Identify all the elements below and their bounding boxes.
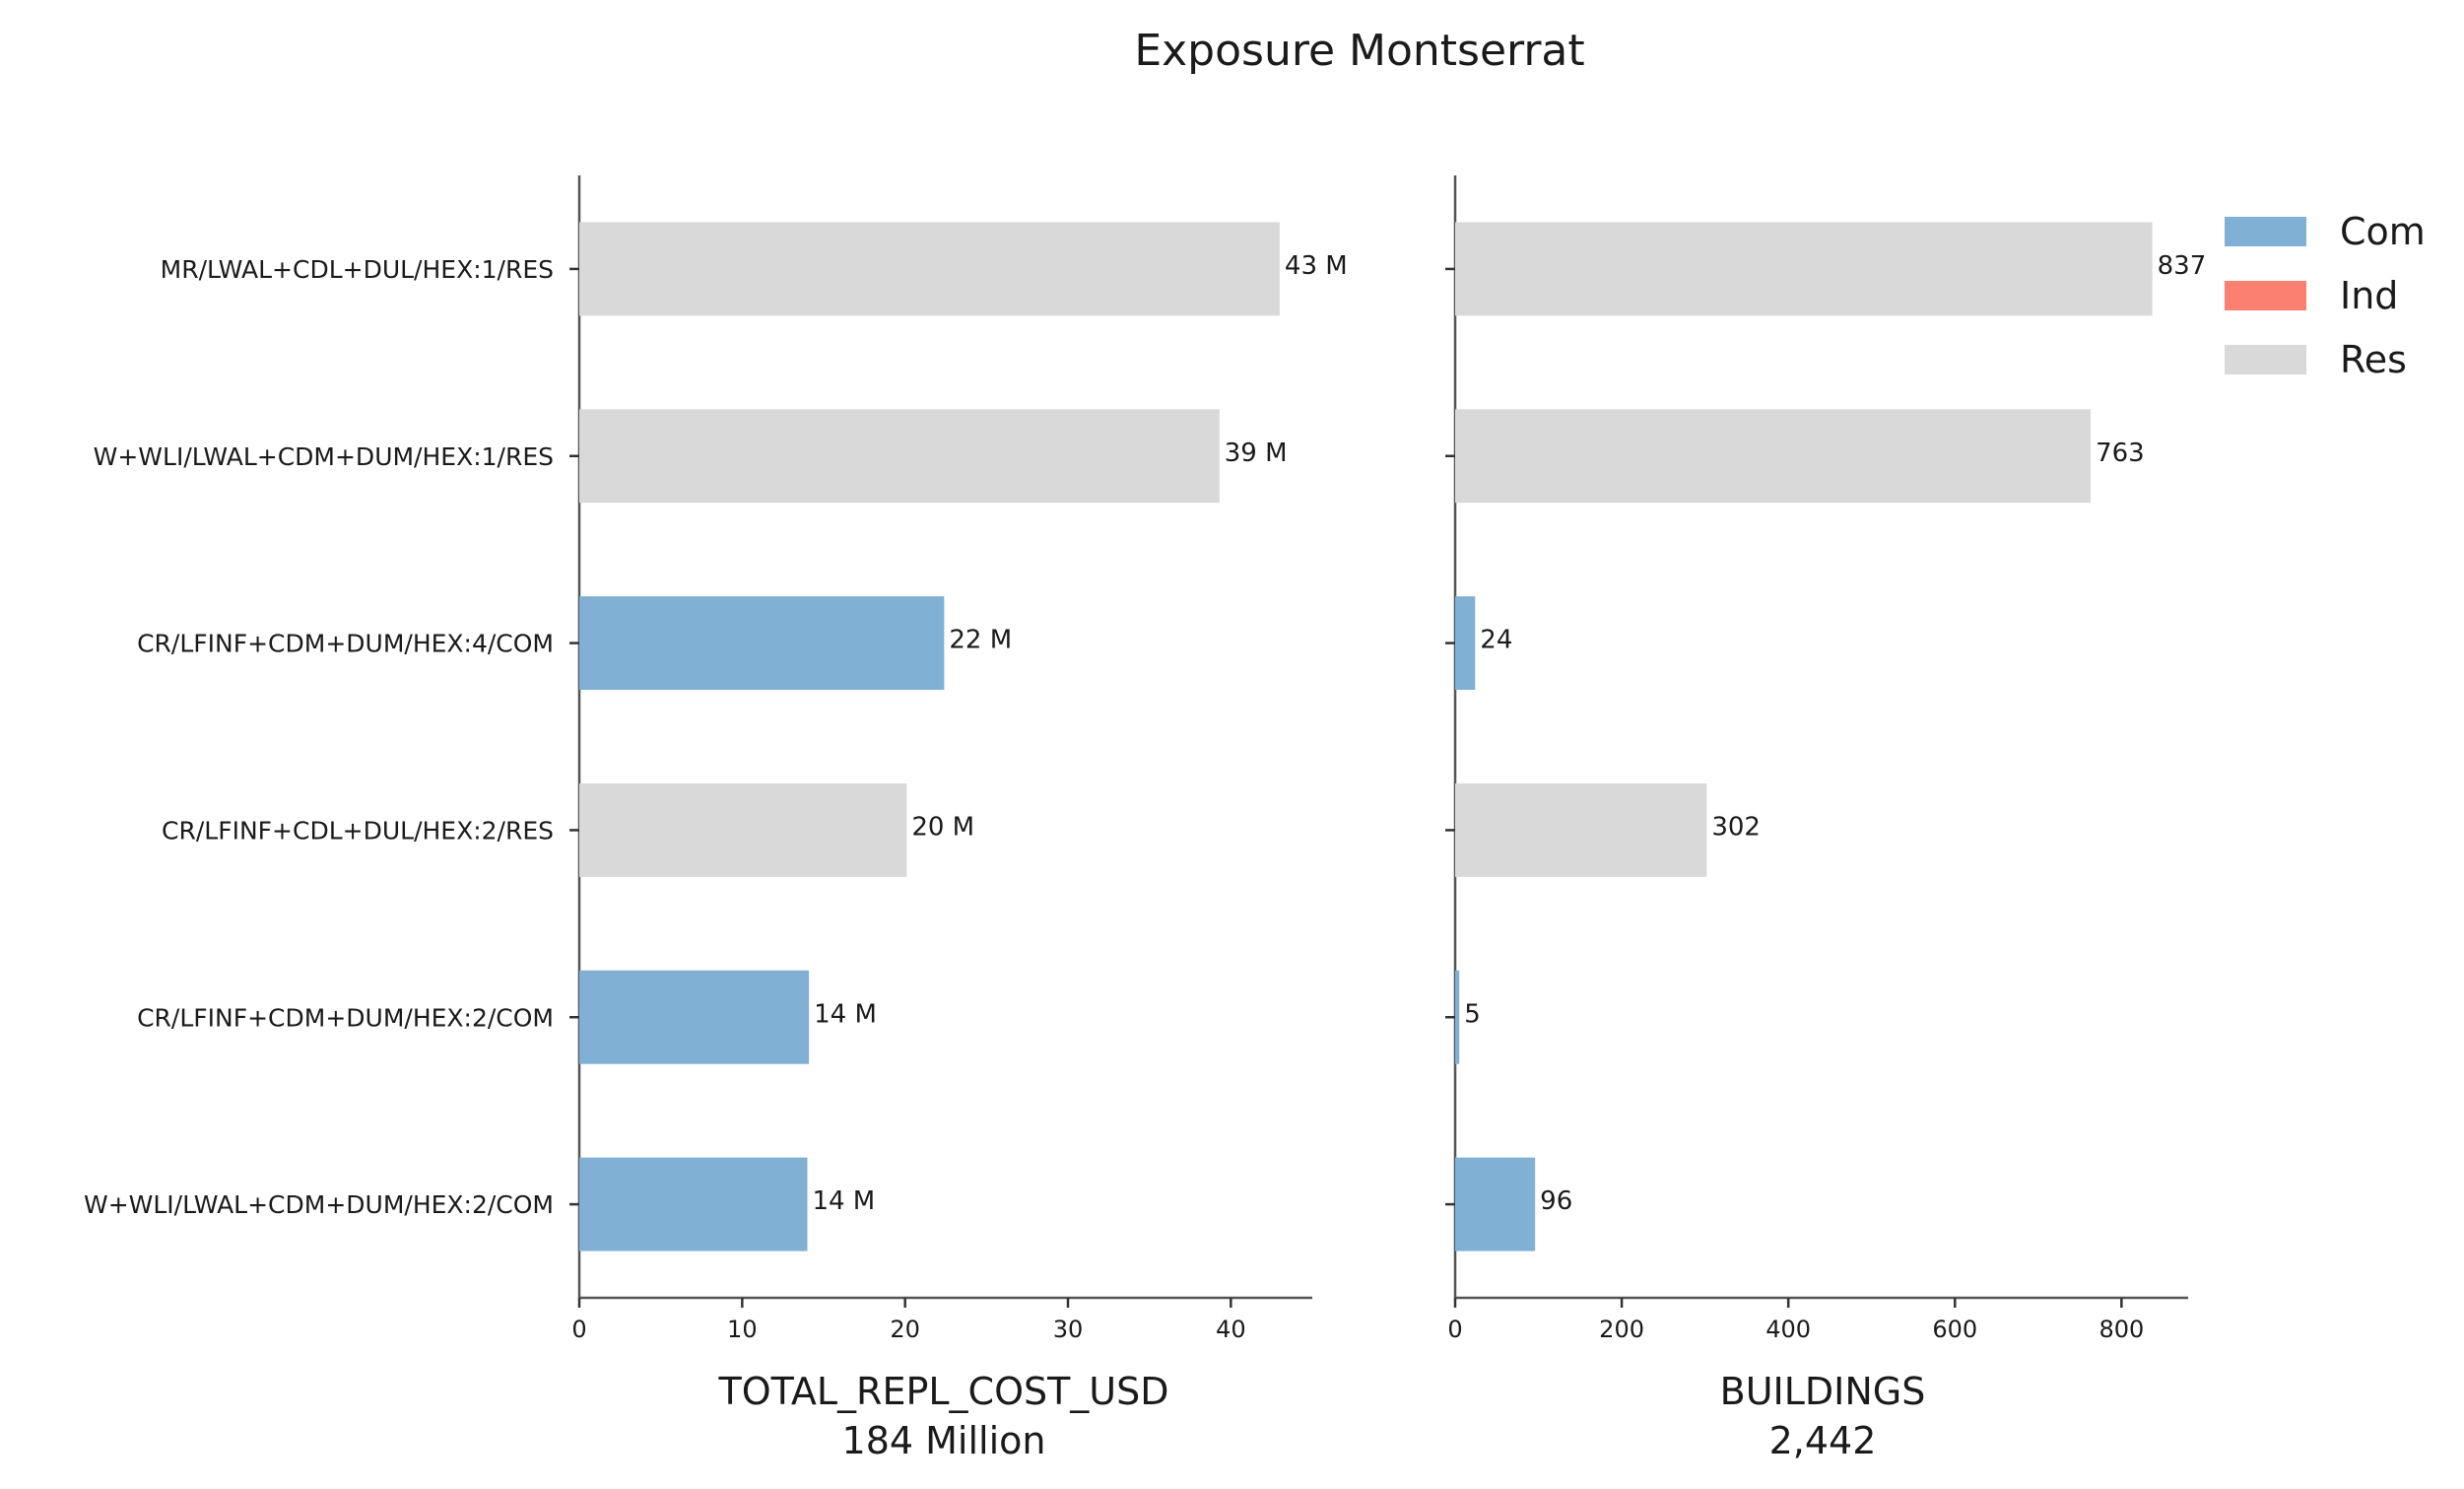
panel-1-bar-label: 763 (2096, 439, 2145, 468)
panel-0-bar-label: 22 M (949, 626, 1012, 655)
panel-1-bar-cr-lfinf-cdm-dum-hex-2-com (1455, 970, 1460, 1064)
panel-0-xtick-label: 20 (890, 1316, 920, 1343)
panel-0-bar-cr-lfinf-cdm-dum-hex-4-com (579, 596, 945, 691)
panel-0-bar-mr-lwal-cdl-dul-hex-1-res (579, 222, 1280, 316)
category-label-w-wli-lwal-cdm-dum-hex-1-res: W+WLI/LWAL+CDM+DUM/HEX:1/RES (94, 442, 554, 471)
category-label-w-wli-lwal-cdm-dum-hex-2-com: W+WLI/LWAL+CDM+DUM/HEX:2/COM (84, 1190, 554, 1219)
category-labels: MR/LWAL+CDL+DUL/HEX:1/RES W+WLI/LWAL+CDM+… (84, 255, 554, 1219)
panel-1-bar-label: 302 (1711, 812, 1761, 842)
panel-total-repl-cost: 43 M 39 M 22 M 20 M 14 M 14 M 0 10 20 30 40 TOTAL… (569, 175, 1348, 1462)
chart-title: Exposure Montserrat (1134, 26, 1584, 76)
panel-0-bar-w-wli-lwal-cdm-dum-hex-2-com (579, 1157, 808, 1252)
panel-1-bar-label: 96 (1540, 1186, 1572, 1216)
legend-swatch-res (2225, 345, 2306, 374)
panel-0-xtick-label: 40 (1216, 1316, 1246, 1343)
panel-1-subtitle: 2,442 (1769, 1419, 1877, 1462)
legend-label-ind: Ind (2340, 274, 2398, 317)
legend-label-res: Res (2340, 338, 2407, 381)
panel-1-xtick-label: 600 (1932, 1316, 1977, 1343)
panel-0-bar-label: 14 M (812, 1186, 875, 1216)
legend-swatch-ind (2225, 281, 2306, 310)
panel-1-bar-mr-lwal-cdl-dul-hex-1-res (1455, 222, 2153, 316)
panel-0-bar-w-wli-lwal-cdm-dum-hex-1-res (579, 409, 1220, 504)
panel-0-xtick-label: 30 (1053, 1316, 1084, 1343)
panel-1-bar-w-wli-lwal-cdm-dum-hex-1-res (1455, 409, 2092, 504)
category-label-cr-lfinf-cdl-dul-hex-2-res: CR/LFINF+CDL+DUL/HEX:2/RES (162, 816, 554, 845)
panel-1-bar-w-wli-lwal-cdm-dum-hex-2-com (1455, 1157, 1536, 1252)
panel-1-bar-cr-lfinf-cdm-dum-hex-4-com (1455, 596, 1476, 691)
panel-1-xtick-label: 400 (1765, 1316, 1811, 1343)
panel-buildings: 837 763 24 302 5 96 0 200 400 600 800 BUILDINGS 2… (1445, 175, 2206, 1462)
panel-1-xtick-label: 800 (2098, 1316, 2144, 1343)
panel-0-bar-label: 20 M (911, 812, 974, 842)
panel-1-xtick-label: 0 (1447, 1316, 1462, 1343)
panel-0-xtick-label: 10 (727, 1316, 758, 1343)
category-label-cr-lfinf-cdm-dum-hex-4-com: CR/LFINF+CDM+DUM/HEX:4/COM (137, 630, 554, 658)
panel-1-xtick-label: 200 (1599, 1316, 1644, 1343)
panel-1-bar-label: 24 (1480, 626, 1512, 655)
panel-0-xtick-label: 0 (571, 1316, 586, 1343)
panel-1-xlabel: BUILDINGS (1720, 1370, 1926, 1413)
legend: Com Ind Res (2225, 210, 2426, 381)
panel-0-bar-cr-lfinf-cdm-dum-hex-2-com (579, 970, 810, 1064)
category-label-mr-lwal-cdl-dul-hex-1-res: MR/LWAL+CDL+DUL/HEX:1/RES (161, 255, 554, 284)
panel-1-bar-label: 837 (2158, 251, 2207, 281)
legend-label-com: Com (2340, 210, 2426, 253)
legend-swatch-com (2225, 217, 2306, 246)
panel-1-bar-label: 5 (1464, 999, 1481, 1029)
panel-1-bar-cr-lfinf-cdl-dul-hex-2-res (1455, 782, 1707, 877)
panel-0-bar-label: 43 M (1285, 251, 1348, 281)
category-label-cr-lfinf-cdm-dum-hex-2-com: CR/LFINF+CDM+DUM/HEX:2/COM (137, 1003, 554, 1032)
panel-0-bar-label: 39 M (1225, 439, 1288, 468)
panel-0-bar-label: 14 M (814, 999, 877, 1029)
panel-0-xlabel: TOTAL_REPL_COST_USD (717, 1370, 1168, 1413)
panel-0-subtitle: 184 Million (842, 1419, 1046, 1462)
panel-0-bar-cr-lfinf-cdl-dul-hex-2-res (579, 782, 907, 877)
